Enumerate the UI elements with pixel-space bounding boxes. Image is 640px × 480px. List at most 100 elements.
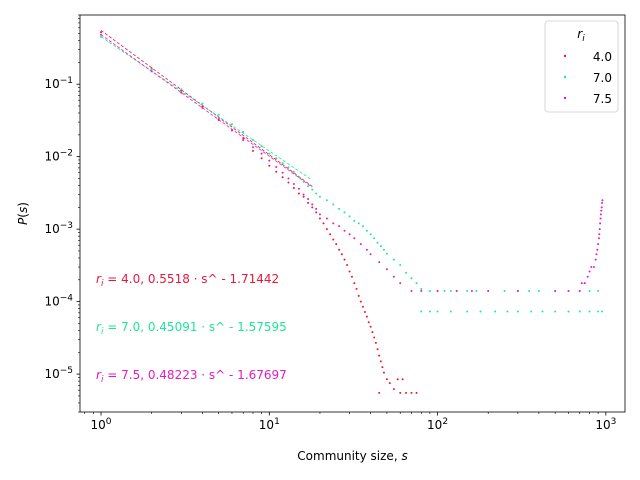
data-point-7-0 [479, 310, 482, 313]
data-point-7-5 [180, 91, 183, 94]
data-point-7-0 [503, 290, 506, 293]
data-point-4-0 [405, 391, 408, 394]
legend-label-7-5: 7.5 [593, 92, 612, 106]
data-point-7-0 [392, 258, 395, 261]
data-point-4-0 [388, 382, 391, 385]
data-point-7-5 [578, 290, 581, 293]
data-point-4-0 [410, 391, 413, 394]
data-point-7-0 [180, 88, 183, 91]
data-point-7-0 [338, 207, 341, 210]
data-point-4-0 [335, 243, 338, 246]
data-point-7-0 [365, 229, 368, 232]
data-point-4-0 [348, 270, 351, 273]
data-point-7-0 [376, 241, 379, 244]
x-tick-label: 101 [259, 417, 280, 432]
data-point-7-5 [268, 159, 271, 162]
data-point-7-0 [311, 188, 314, 191]
data-point-7-0 [506, 310, 509, 313]
data-point-7-5 [599, 217, 602, 220]
data-point-4-0 [396, 378, 399, 381]
data-point-4-0 [378, 391, 381, 394]
data-point-7-5 [332, 222, 335, 225]
data-point-7-5 [260, 152, 263, 155]
data-point-4-0 [281, 176, 284, 179]
data-point-7-5 [343, 229, 346, 232]
data-point-4-0 [379, 360, 382, 363]
data-point-7-0 [415, 282, 418, 285]
data-point-4-0 [359, 300, 362, 303]
fit-label-7-0: ri = 7.0, 0.45091 · s^ - 1.57595 [96, 320, 287, 337]
data-point-7-5 [516, 290, 519, 293]
y-tick-label: 10−4 [44, 294, 73, 309]
data-point-7-5 [601, 201, 604, 204]
data-point-7-0 [405, 271, 408, 274]
data-point-7-5 [596, 248, 599, 251]
data-point-7-0 [449, 290, 452, 293]
data-point-7-5 [598, 233, 601, 236]
data-point-7-0 [100, 35, 103, 38]
data-point-7-5 [601, 199, 604, 202]
data-point-7-0 [302, 180, 305, 183]
y-tick-label: 10−5 [44, 366, 73, 381]
data-point-7-5 [378, 261, 381, 264]
data-point-4-0 [355, 287, 358, 290]
data-point-7-0 [443, 290, 446, 293]
data-point-7-0 [348, 215, 351, 218]
data-point-4-0 [302, 195, 305, 198]
data-point-4-0 [242, 138, 245, 141]
data-point-7-0 [260, 145, 263, 148]
data-point-4-0 [297, 192, 300, 195]
data-point-7-0 [361, 225, 364, 228]
data-point-7-0 [353, 219, 356, 222]
data-point-7-0 [588, 290, 591, 293]
legend: ri 4.0 7.0 7.5 [544, 20, 619, 113]
fit-label-7-5: ri = 7.5, 0.48223 · s^ - 1.67697 [96, 368, 287, 385]
data-point-7-5 [302, 193, 305, 196]
data-point-4-0 [260, 157, 263, 160]
data-point-7-5 [297, 187, 300, 190]
data-point-4-0 [287, 181, 290, 184]
data-point-4-0 [311, 206, 314, 209]
data-point-7-0 [399, 264, 402, 267]
data-point-7-5 [600, 206, 603, 209]
data-point-4-0 [329, 233, 332, 236]
data-point-7-0 [567, 310, 570, 313]
data-point-7-0 [436, 310, 439, 313]
data-point-7-0 [420, 310, 423, 313]
data-point-7-0 [541, 310, 544, 313]
data-point-7-5 [365, 248, 368, 251]
data-point-7-0 [578, 310, 581, 313]
data-point-7-5 [554, 290, 557, 293]
data-point-4-0 [399, 391, 402, 394]
data-point-7-5 [567, 290, 570, 293]
data-point-4-0 [392, 388, 395, 391]
fit-annotations: ri = 4.0, 0.5518 · s^ - 1.71442 ri = 7.0,… [96, 272, 287, 385]
data-point-7-0 [268, 152, 271, 155]
data-point-7-5 [597, 243, 600, 246]
data-point-7-0 [297, 176, 300, 179]
data-point-4-0 [363, 310, 366, 313]
data-point-4-0 [100, 31, 103, 34]
data-point-4-0 [275, 170, 278, 173]
axes-frame [79, 14, 626, 413]
data-point-7-0 [369, 233, 372, 236]
data-point-4-0 [338, 248, 341, 251]
data-point-7-5 [338, 225, 341, 228]
data-point-7-5 [385, 268, 388, 271]
data-point-4-0 [350, 275, 353, 278]
data-point-7-5 [586, 275, 589, 278]
y-tick-label: 10−1 [44, 76, 73, 91]
data-point-7-5 [583, 282, 586, 285]
data-point-7-0 [275, 157, 278, 160]
legend-title: ri [577, 27, 585, 44]
data-point-7-5 [599, 213, 602, 216]
data-point-4-0 [378, 354, 381, 357]
legend-marker-7-0 [563, 75, 567, 79]
data-point-7-5 [420, 290, 423, 293]
data-point-4-0 [325, 228, 328, 231]
data-point-7-5 [598, 228, 601, 231]
data-point-7-5 [410, 290, 413, 293]
data-point-7-0 [449, 310, 452, 313]
data-point-4-0 [343, 258, 346, 261]
data-point-7-0 [287, 166, 290, 169]
